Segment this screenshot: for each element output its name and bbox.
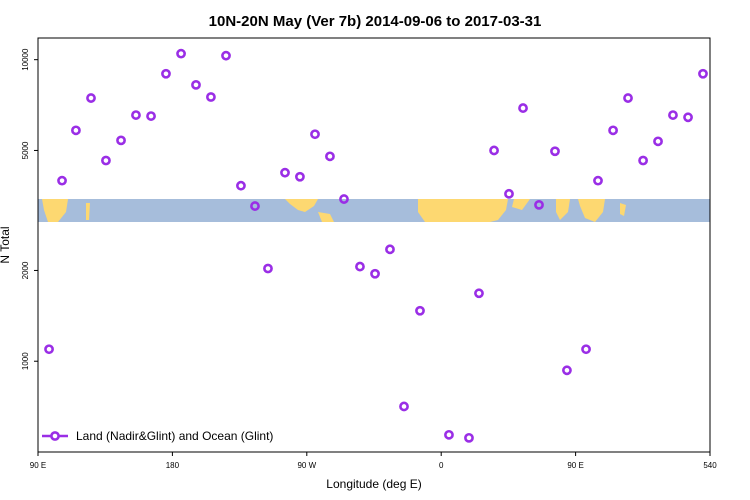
point (161, 68, 171, 79)
map-strip (38, 199, 710, 222)
point (474, 288, 484, 299)
point (683, 112, 693, 123)
point (280, 167, 290, 178)
legend-label: Land (Nadir&Glint) and Ocean (Glint) (76, 429, 273, 443)
point (295, 171, 305, 182)
point (191, 79, 201, 90)
point (339, 194, 349, 204)
y-tick-label: 5000 (21, 141, 30, 159)
point (116, 135, 126, 146)
point (57, 175, 67, 186)
point (131, 110, 141, 120)
point (581, 344, 591, 355)
point (698, 68, 708, 79)
point (653, 136, 663, 147)
point (176, 48, 186, 59)
point (504, 188, 514, 199)
y-tick-label: 2000 (21, 261, 30, 279)
y-tick-label: 1000 (21, 352, 30, 370)
point (489, 145, 499, 156)
point (206, 92, 216, 102)
point (464, 432, 474, 443)
point (593, 175, 603, 186)
point (263, 263, 273, 274)
x-tick-label: 90 E (567, 461, 583, 470)
x-tick-label: 180 (166, 461, 180, 470)
point (236, 180, 246, 191)
x-tick-label: 0 (439, 461, 444, 470)
point (668, 110, 678, 120)
point (399, 401, 409, 412)
point (518, 103, 528, 113)
point (562, 365, 572, 376)
point (623, 93, 633, 103)
point (221, 50, 231, 61)
plot-frame (37, 37, 711, 453)
point (71, 125, 81, 136)
y-axis-label: N Total (0, 226, 12, 263)
point (385, 244, 395, 255)
chart-title: 10N-20N May (Ver 7b) 2014-09-06 to 2017-… (209, 13, 542, 30)
point (550, 146, 560, 157)
point (415, 305, 425, 316)
point (310, 129, 320, 140)
x-axis-label: Longitude (deg E) (326, 477, 421, 491)
point (86, 93, 96, 103)
point (101, 155, 111, 166)
point (370, 268, 380, 279)
point (608, 125, 618, 136)
point (146, 111, 156, 121)
x-tick-label: 90 W (297, 461, 316, 470)
point (44, 344, 54, 355)
point (325, 151, 335, 162)
x-tick-label: 540 (703, 461, 717, 470)
point (250, 201, 260, 211)
legend-marker (50, 431, 60, 441)
y-tick-label: 10000 (21, 48, 30, 71)
point (638, 155, 648, 166)
point (444, 429, 454, 440)
point (534, 199, 544, 210)
x-tick-label: 90 E (30, 461, 46, 470)
point (355, 261, 365, 272)
